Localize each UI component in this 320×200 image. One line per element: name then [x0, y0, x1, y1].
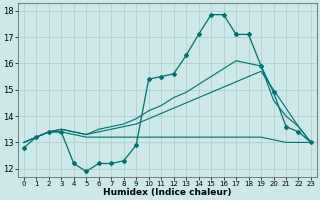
X-axis label: Humidex (Indice chaleur): Humidex (Indice chaleur) — [103, 188, 232, 197]
